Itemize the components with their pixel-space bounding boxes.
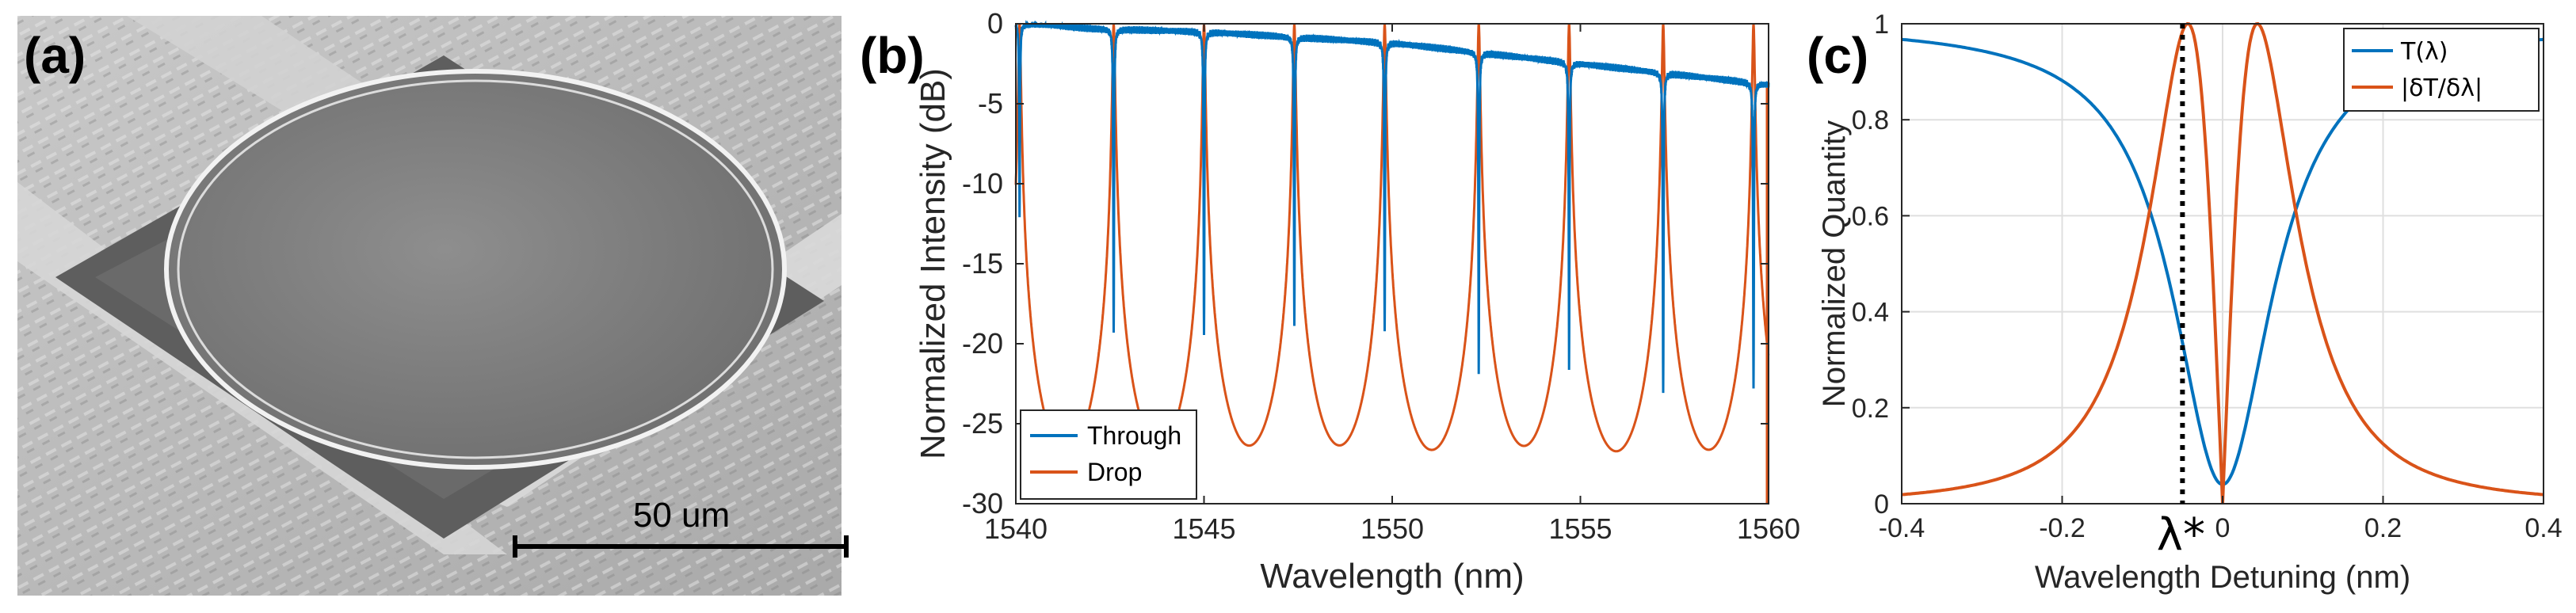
disk-rim	[164, 69, 787, 470]
chart-b-y-axis-label: Normalized Intensity (dB)	[914, 68, 952, 459]
y-tick-label: -25	[962, 407, 1003, 440]
y-tick-label: 0.8	[1852, 105, 1889, 135]
chart-b-legend: Through Drop	[1020, 409, 1197, 500]
panel-label-b: (b)	[860, 27, 925, 84]
y-tick-label: -20	[962, 327, 1003, 360]
x-tick-label: 0.4	[2524, 513, 2562, 543]
x-tick-label: 1560	[1737, 512, 1800, 545]
y-tick-label: -5	[978, 87, 1003, 120]
x-tick-label: -0.2	[2039, 513, 2086, 543]
sem-image: 50 um	[17, 16, 849, 596]
panel-label-a: (a)	[24, 27, 86, 84]
y-tick-label: 0.6	[1852, 201, 1889, 231]
series-line-through	[1014, 20, 1770, 394]
chart-c-axes: -0.4 -0.2 0 0.2 0.4 0 0.2 0.4 0.6 0.8 1	[1852, 10, 2563, 543]
chart-c-x-axis-label: Wavelength Detuning (nm)	[2035, 560, 2410, 595]
y-tick-label: -15	[962, 247, 1003, 280]
y-tick-label: -10	[962, 167, 1003, 200]
panel-label-c: (c)	[1807, 27, 1868, 84]
x-tick-label: 0	[2215, 513, 2231, 543]
panel-c: (c) -0.4 -0.2 0 0.2 0.4 0 0.2 0.4 0.6 0.8 1 λ* Nor…	[1807, 10, 2563, 595]
panel-b: (b) 1540 1545 1550 1555 1560 0 -5 -10 -15 -20 -25 -…	[860, 7, 1800, 596]
chart-c-y-axis-label: Normalized Quantity	[1817, 120, 1852, 407]
y-tick-label: 0.4	[1852, 298, 1889, 328]
x-tick-label: -0.4	[1879, 513, 1925, 543]
y-tick-label: 1	[1874, 10, 1889, 40]
chart-c-legend: T(λ) |δT/δλ|	[2343, 28, 2540, 112]
y-tick-label: 0.2	[1852, 394, 1889, 424]
legend-label-derivative: |δT/δλ|	[2401, 74, 2483, 102]
chart-b-axes: 1540 1545 1550 1555 1560 0 -5 -10 -15 -20 -25 -30	[962, 7, 1800, 545]
panel-a: 50 um (a)	[17, 16, 849, 596]
y-tick-label: -30	[962, 487, 1003, 520]
microdisk	[166, 71, 784, 467]
legend-label-drop: Drop	[1087, 458, 1142, 486]
scale-bar-label: 50 um	[633, 496, 730, 535]
series-line-drop	[1014, 23, 1770, 456]
x-tick-label: 1540	[984, 512, 1048, 545]
x-tick-label: 1550	[1361, 512, 1424, 545]
y-tick-label: 0	[1874, 489, 1889, 520]
legend-label-through: Through	[1087, 421, 1181, 450]
x-tick-label: 0.2	[2364, 513, 2402, 543]
x-tick-label: 1545	[1172, 512, 1235, 545]
lambda-star-label: λ*	[2157, 509, 2205, 561]
chart-b-x-axis-label: Wavelength (nm)	[1260, 557, 1524, 596]
legend-label-transmission: T(λ)	[2400, 38, 2448, 66]
x-tick-label: 1555	[1548, 512, 1612, 545]
y-tick-label: 0	[987, 7, 1003, 40]
